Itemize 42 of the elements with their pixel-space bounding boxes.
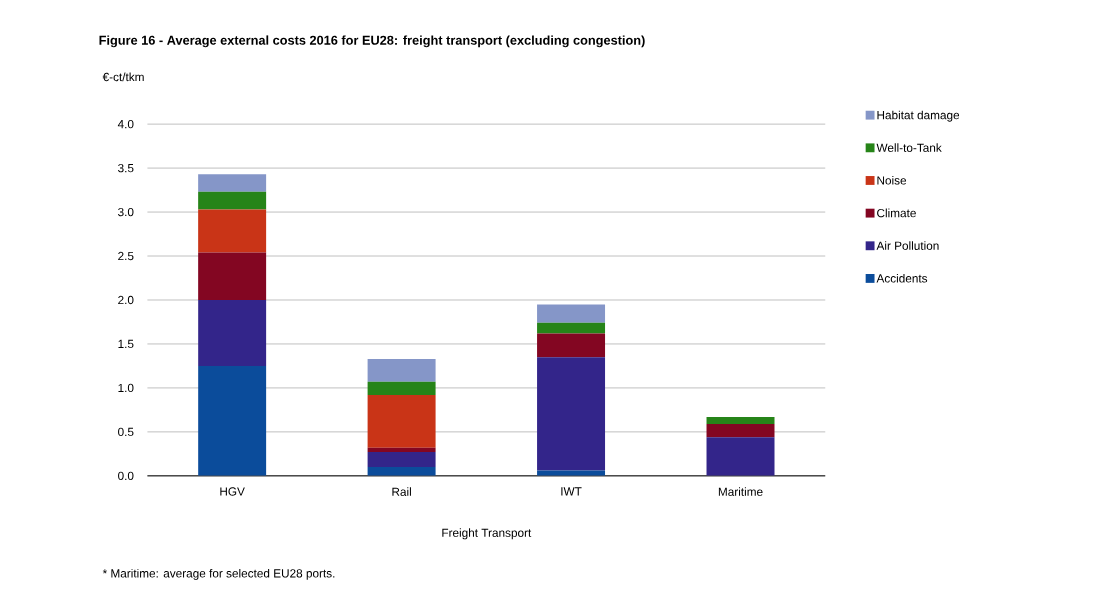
legend-label: Air Pollution: [876, 241, 939, 250]
chart-title: Figure 16 - Average external costs 2016 for EU28: freight transport (excluding congestion): [99, 35, 645, 48]
bar: [367, 358, 436, 382]
y-axis-title: €-ct/tkm: [102, 72, 144, 82]
bar: [537, 322, 606, 334]
y-tick-label: 4.0: [117, 119, 134, 129]
x-tick-label: IWT: [561, 487, 582, 496]
legend-label: Well-to-Tank: [876, 143, 942, 152]
legend-label: Climate: [877, 208, 916, 218]
legend-label: Accidents: [876, 273, 928, 283]
bar: [198, 174, 267, 192]
x-axis-title: Freight Transport: [442, 528, 532, 540]
bar: [198, 191, 267, 210]
bar: [537, 304, 606, 323]
legend-label: Noise: [877, 175, 907, 185]
bar: [706, 437, 775, 476]
bar: [198, 365, 267, 476]
bar: [367, 452, 436, 468]
x-tick-label: Rail: [392, 487, 411, 496]
bar: [198, 252, 267, 300]
bar: [706, 423, 775, 438]
text: * Maritime: average for selected EU28 ports.: [102, 568, 335, 580]
bar: [367, 447, 436, 453]
y-tick-label: 1.0: [118, 383, 134, 393]
x-tick-label: Maritime: [718, 487, 763, 496]
y-tick-label: 0.5: [118, 427, 134, 437]
y-tick-label: 0.0: [118, 471, 134, 480]
y-tick-label: 2.5: [118, 251, 134, 261]
y-tick-label: 3.0: [118, 207, 134, 217]
y-tick-label: 1.5: [118, 339, 134, 349]
bar: [367, 467, 436, 476]
y-tick-label: 2.0: [118, 295, 134, 305]
bar: [537, 357, 606, 471]
bar: [706, 416, 775, 424]
bar: [198, 209, 267, 253]
bar: [367, 394, 436, 448]
x-tick-label: HGV: [220, 487, 245, 496]
y-tick-label: 3.5: [118, 163, 134, 173]
bar: [537, 333, 606, 358]
bar: [367, 381, 436, 395]
bar: [198, 299, 267, 366]
legend-label: Habitat damage: [877, 110, 960, 122]
